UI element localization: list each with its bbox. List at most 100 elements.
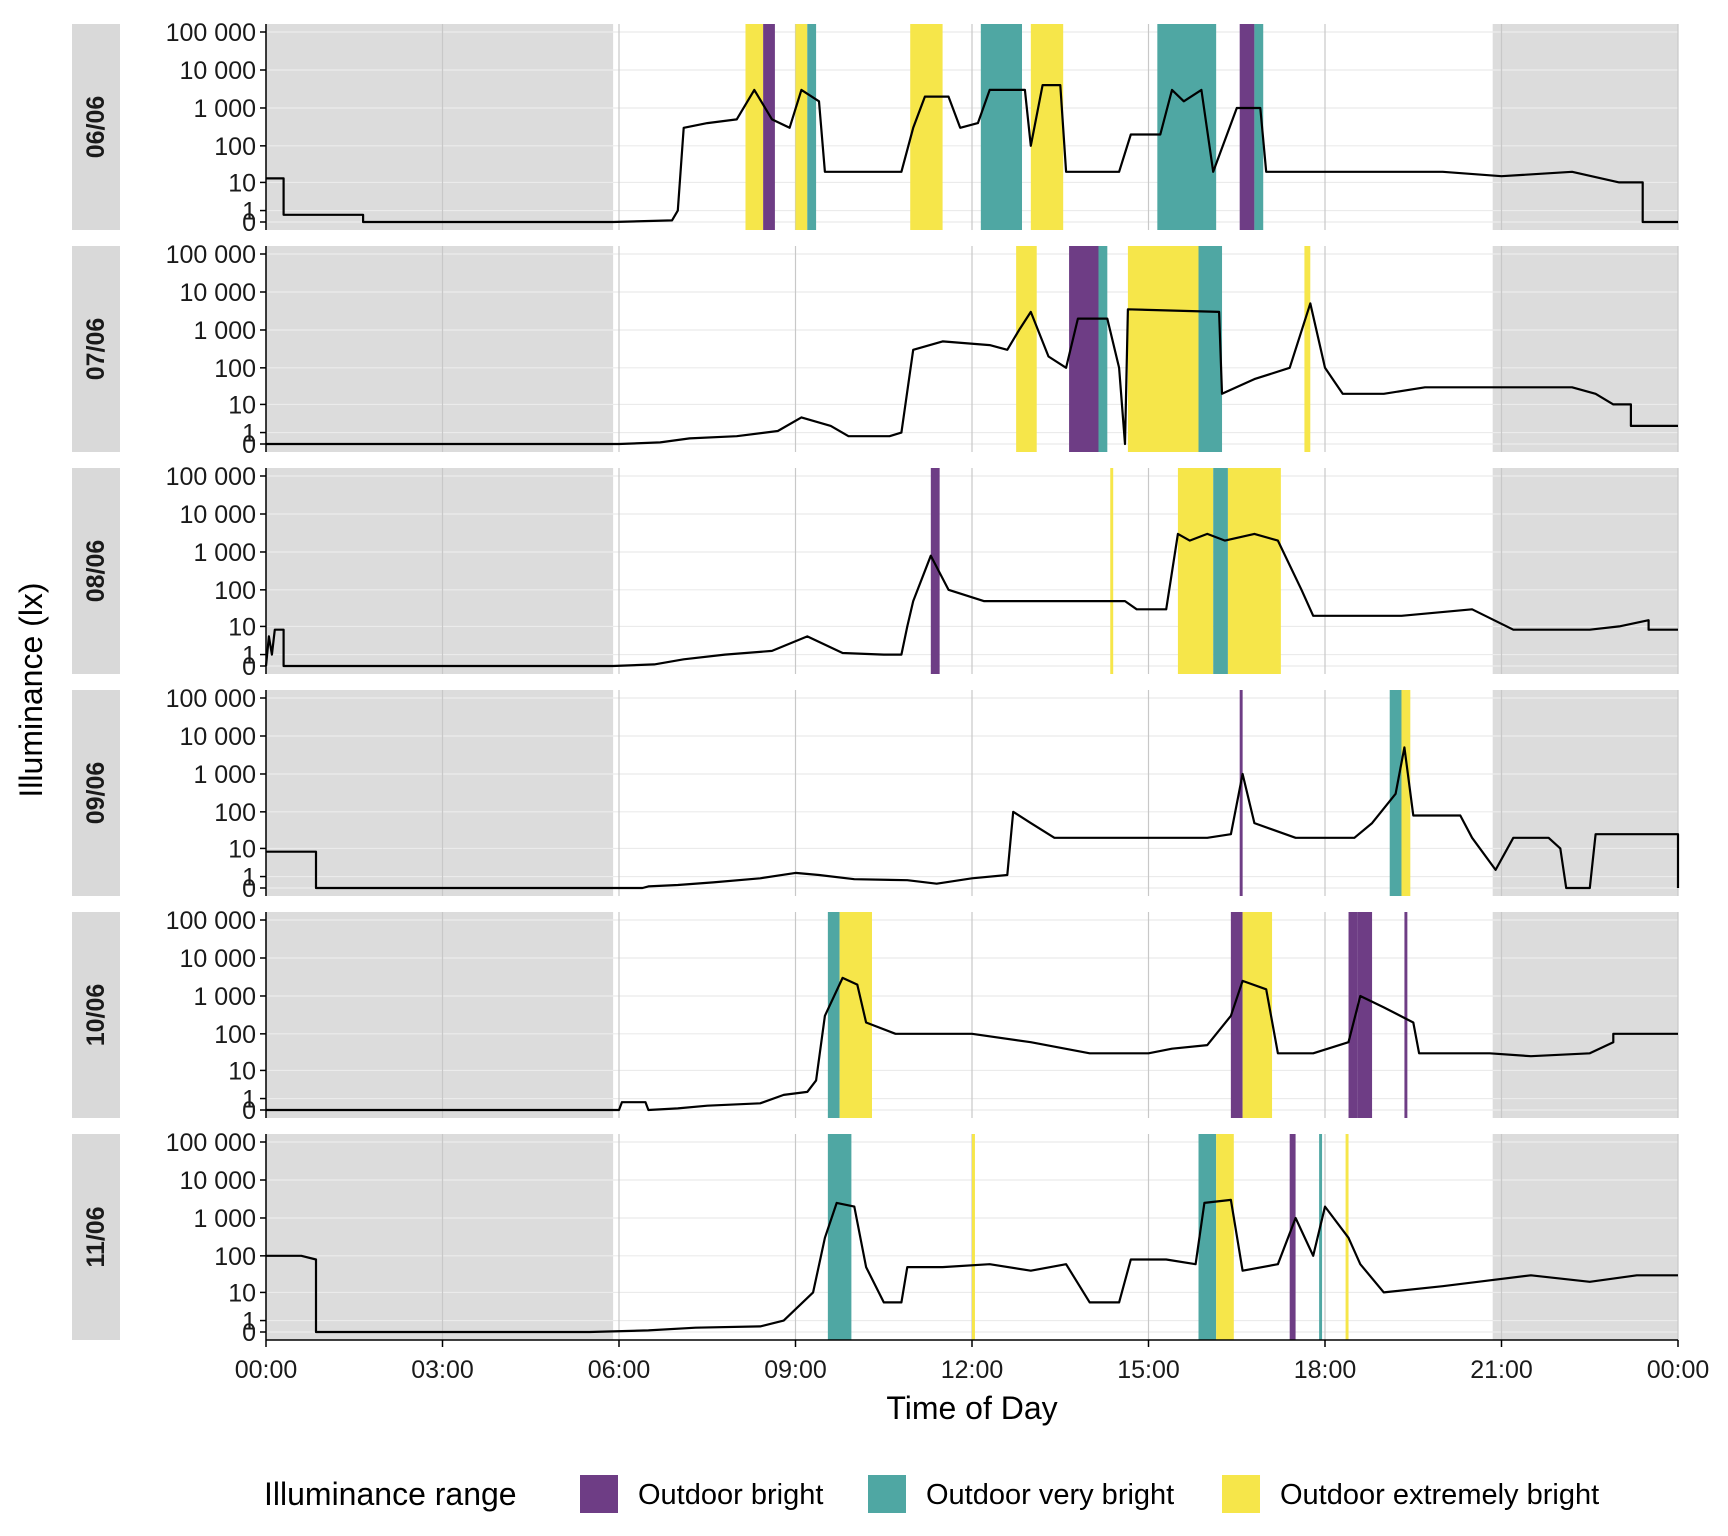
illuminance-band (807, 24, 817, 230)
y-tick-label: 1 000 (193, 983, 256, 1011)
illuminance-band (1401, 690, 1411, 896)
y-tick-label: 0 (242, 653, 256, 681)
illuminance-band (763, 24, 775, 230)
night-shading (266, 690, 614, 896)
illuminance-line (266, 976, 1678, 1112)
illuminance-line (266, 746, 1680, 890)
illuminance-band (827, 1134, 852, 1340)
y-tick-label: 100 (214, 1243, 256, 1271)
strip-label: 09/06 (82, 762, 110, 825)
strip-background (72, 690, 120, 896)
y-tick-label: 1 000 (193, 1205, 256, 1233)
y-tick-label: 1 (242, 198, 256, 226)
illuminance-band (1289, 1134, 1296, 1340)
illuminance-band (1127, 246, 1199, 452)
strip-background (72, 24, 120, 230)
y-tick-label: 10 000 (180, 1167, 256, 1195)
strip-label: 08/06 (82, 540, 110, 603)
illuminance-band (1177, 468, 1214, 674)
illuminance-band (827, 912, 840, 1118)
strip-background (72, 912, 120, 1118)
y-tick-label: 1 (242, 642, 256, 670)
strip-label: 10/06 (82, 984, 110, 1047)
illuminance-band (1227, 468, 1281, 674)
y-tick-label: 10 (228, 391, 256, 419)
y-tick-label: 10 000 (180, 945, 256, 973)
night-shading (1492, 690, 1678, 896)
y-tick-label: 1 000 (193, 761, 256, 789)
illuminance-band (1404, 912, 1408, 1118)
y-axis-title: Illuminance (lx) (13, 582, 49, 797)
x-tick-label: 21:00 (1470, 1356, 1533, 1384)
illuminance-band (1304, 246, 1311, 452)
y-tick-label: 100 (214, 133, 256, 161)
y-tick-label: 100 000 (166, 463, 256, 491)
night-shading (1492, 246, 1678, 452)
y-tick-label: 10 (228, 1279, 256, 1307)
y-tick-label: 10 (228, 613, 256, 641)
x-tick-label: 00:00 (1647, 1356, 1710, 1384)
illuminance-band (972, 1134, 975, 1340)
y-tick-label: 10 000 (180, 279, 256, 307)
y-tick-label: 100 000 (166, 907, 256, 935)
illuminance-band (1030, 24, 1064, 230)
illuminance-line (266, 84, 1678, 224)
illuminance-band (1216, 1134, 1234, 1340)
x-tick-label: 12:00 (941, 1356, 1004, 1384)
legend-label: Outdoor extremely bright (1280, 1479, 1599, 1511)
y-tick-label: 1 (242, 420, 256, 448)
y-tick-label: 1 000 (193, 539, 256, 567)
night-shading (266, 1134, 614, 1340)
illuminance-band (1016, 246, 1037, 452)
x-axis-title: Time of Day (886, 1390, 1057, 1426)
x-tick-label: 18:00 (1294, 1356, 1357, 1384)
illuminance-band (1230, 912, 1243, 1118)
illuminance-band (1098, 246, 1108, 452)
night-shading (266, 246, 614, 452)
strip-label: 07/06 (82, 318, 110, 381)
strip-background (72, 1134, 120, 1340)
y-tick-label: 1 (242, 864, 256, 892)
illuminance-band (930, 468, 940, 674)
night-shading (1492, 912, 1678, 1118)
x-tick-label: 03:00 (411, 1356, 474, 1384)
y-tick-label: 10 (228, 835, 256, 863)
y-tick-label: 100 (214, 577, 256, 605)
night-shading (266, 912, 614, 1118)
strip-label: 06/06 (82, 96, 110, 159)
y-tick-label: 0 (242, 875, 256, 903)
y-tick-label: 0 (242, 209, 256, 237)
legend-title: Illuminance range (264, 1476, 517, 1512)
y-tick-label: 10 (228, 169, 256, 197)
x-tick-label: 06:00 (588, 1356, 651, 1384)
y-tick-label: 10 000 (180, 57, 256, 85)
y-tick-label: 0 (242, 431, 256, 459)
illuminance-band (980, 24, 1023, 230)
y-tick-label: 10 000 (180, 501, 256, 529)
illuminance-band (1239, 24, 1255, 230)
y-tick-label: 1 (242, 1308, 256, 1336)
illuminance-band (1254, 24, 1264, 230)
y-tick-label: 10 000 (180, 723, 256, 751)
night-shading (1492, 468, 1678, 674)
y-tick-label: 100 (214, 799, 256, 827)
illuminance-band (1348, 912, 1358, 1118)
legend-key (580, 1475, 618, 1513)
y-tick-label: 0 (242, 1097, 256, 1125)
legend: Illuminance range Outdoor bright Outdoor … (264, 1475, 1599, 1513)
y-tick-label: 1 (242, 1086, 256, 1114)
strip-background (72, 468, 120, 674)
y-tick-label: 100 000 (166, 19, 256, 47)
y-tick-label: 100 000 (166, 685, 256, 713)
illuminance-band (745, 24, 764, 230)
y-tick-label: 0 (242, 1319, 256, 1347)
legend-label: Outdoor bright (638, 1479, 823, 1511)
y-tick-label: 1 000 (193, 95, 256, 123)
x-tick-label: 15:00 (1117, 1356, 1180, 1384)
illuminance-band (1110, 468, 1114, 674)
night-shading (1492, 24, 1678, 230)
